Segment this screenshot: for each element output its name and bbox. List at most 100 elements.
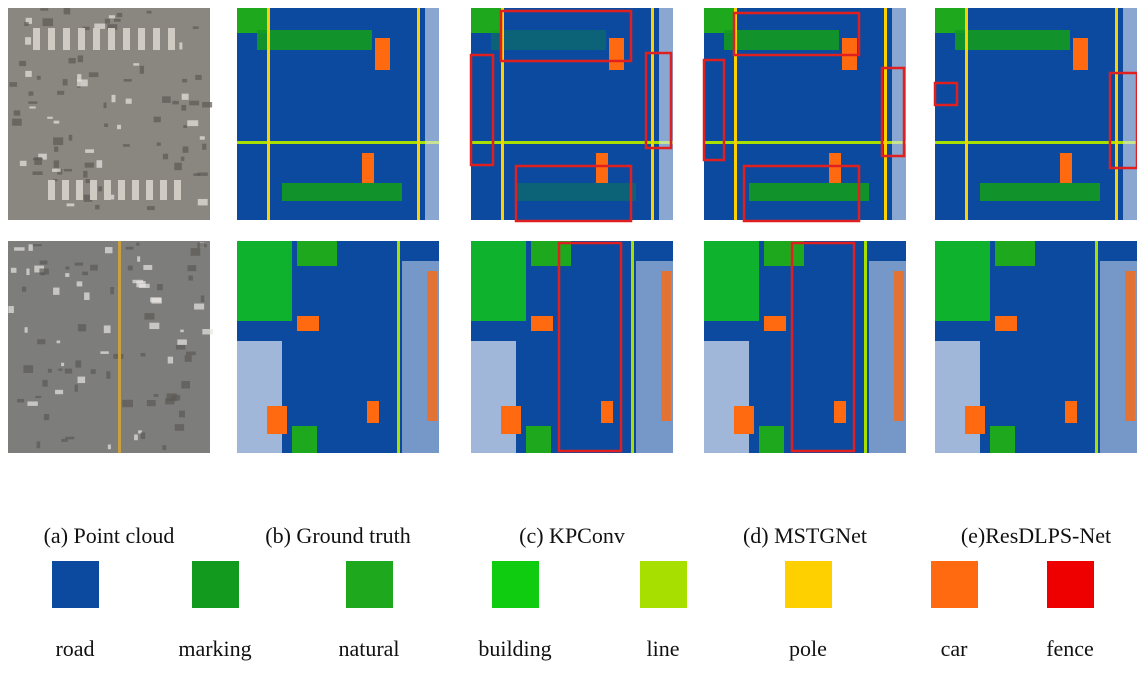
tree bbox=[292, 426, 317, 453]
speck bbox=[157, 142, 161, 145]
tree bbox=[526, 426, 551, 453]
legend-label: fence bbox=[1046, 636, 1094, 661]
speck bbox=[83, 171, 87, 178]
speck bbox=[77, 281, 83, 286]
crosswalk bbox=[108, 28, 115, 50]
speck bbox=[28, 101, 37, 103]
speck bbox=[117, 13, 123, 17]
speck bbox=[82, 272, 88, 276]
speck bbox=[122, 400, 133, 407]
pole bbox=[1115, 8, 1118, 220]
tree bbox=[471, 8, 501, 33]
car bbox=[1073, 38, 1088, 70]
panels bbox=[8, 8, 1137, 453]
speck bbox=[75, 263, 83, 266]
speck bbox=[37, 76, 41, 80]
speck bbox=[136, 243, 139, 246]
speckle bbox=[471, 341, 516, 453]
speck bbox=[40, 261, 48, 265]
speck bbox=[183, 146, 189, 152]
legend-swatch bbox=[192, 561, 239, 608]
speck bbox=[187, 265, 196, 271]
tree bbox=[237, 8, 267, 33]
speck bbox=[35, 396, 41, 398]
speck bbox=[137, 256, 140, 261]
car bbox=[501, 406, 521, 434]
speck bbox=[75, 360, 81, 367]
pole bbox=[864, 241, 867, 453]
car bbox=[267, 406, 287, 434]
speck bbox=[61, 363, 64, 366]
speck bbox=[182, 94, 189, 100]
speck bbox=[105, 247, 113, 253]
speck bbox=[55, 390, 63, 394]
pole bbox=[417, 8, 420, 220]
car bbox=[375, 38, 390, 70]
speckle bbox=[704, 341, 749, 453]
caption: (d) MSTGNet bbox=[743, 523, 867, 548]
speck bbox=[25, 37, 31, 45]
image-panel bbox=[8, 241, 213, 453]
speck bbox=[58, 369, 62, 371]
speck bbox=[181, 381, 190, 388]
pole bbox=[397, 241, 400, 453]
speck bbox=[25, 327, 28, 332]
speck bbox=[17, 399, 24, 402]
speck bbox=[27, 401, 37, 405]
legend-swatch bbox=[1047, 561, 1094, 608]
legend-swatch bbox=[52, 561, 99, 608]
speck bbox=[28, 244, 32, 251]
crosswalk bbox=[174, 180, 181, 200]
crosswalk bbox=[118, 180, 125, 200]
speck bbox=[128, 266, 133, 271]
pole bbox=[1095, 241, 1098, 453]
speck bbox=[65, 273, 69, 277]
speck bbox=[29, 106, 35, 108]
speck bbox=[204, 244, 207, 247]
speck bbox=[64, 169, 72, 171]
legend-label: car bbox=[941, 636, 969, 661]
speck bbox=[63, 79, 68, 85]
speck bbox=[140, 66, 144, 74]
speck bbox=[85, 149, 94, 153]
speck bbox=[14, 110, 21, 115]
speck bbox=[163, 154, 168, 160]
speck bbox=[139, 284, 150, 288]
speckle bbox=[1123, 8, 1137, 220]
pole bbox=[965, 8, 968, 220]
crosswalk bbox=[62, 180, 69, 200]
speck bbox=[53, 288, 59, 295]
speck bbox=[8, 306, 14, 313]
speck bbox=[157, 284, 163, 290]
speck bbox=[54, 160, 59, 167]
speck bbox=[191, 248, 201, 256]
speck bbox=[84, 292, 89, 300]
legend-label: building bbox=[478, 636, 551, 661]
legend-label: line bbox=[647, 636, 680, 661]
car bbox=[596, 153, 608, 183]
speck bbox=[134, 434, 138, 440]
speck bbox=[147, 11, 152, 14]
speck bbox=[106, 371, 110, 378]
speck bbox=[96, 160, 102, 168]
car bbox=[1065, 401, 1077, 423]
crosswalk bbox=[160, 180, 167, 200]
speck bbox=[90, 265, 98, 271]
tree bbox=[297, 241, 337, 266]
speck bbox=[24, 22, 28, 26]
speck bbox=[147, 206, 155, 210]
speck bbox=[179, 411, 185, 418]
legend-label: natural bbox=[338, 636, 399, 661]
car bbox=[1125, 271, 1135, 421]
image-panel bbox=[237, 241, 439, 453]
caption: (c) KPConv bbox=[519, 523, 625, 548]
tree bbox=[935, 8, 965, 33]
image-panel bbox=[8, 8, 212, 220]
speck bbox=[185, 355, 192, 362]
speck bbox=[61, 439, 68, 442]
speck bbox=[194, 304, 204, 310]
speck bbox=[40, 8, 48, 11]
crosswalk bbox=[33, 28, 40, 50]
markings bbox=[724, 30, 839, 50]
speck bbox=[34, 157, 42, 165]
